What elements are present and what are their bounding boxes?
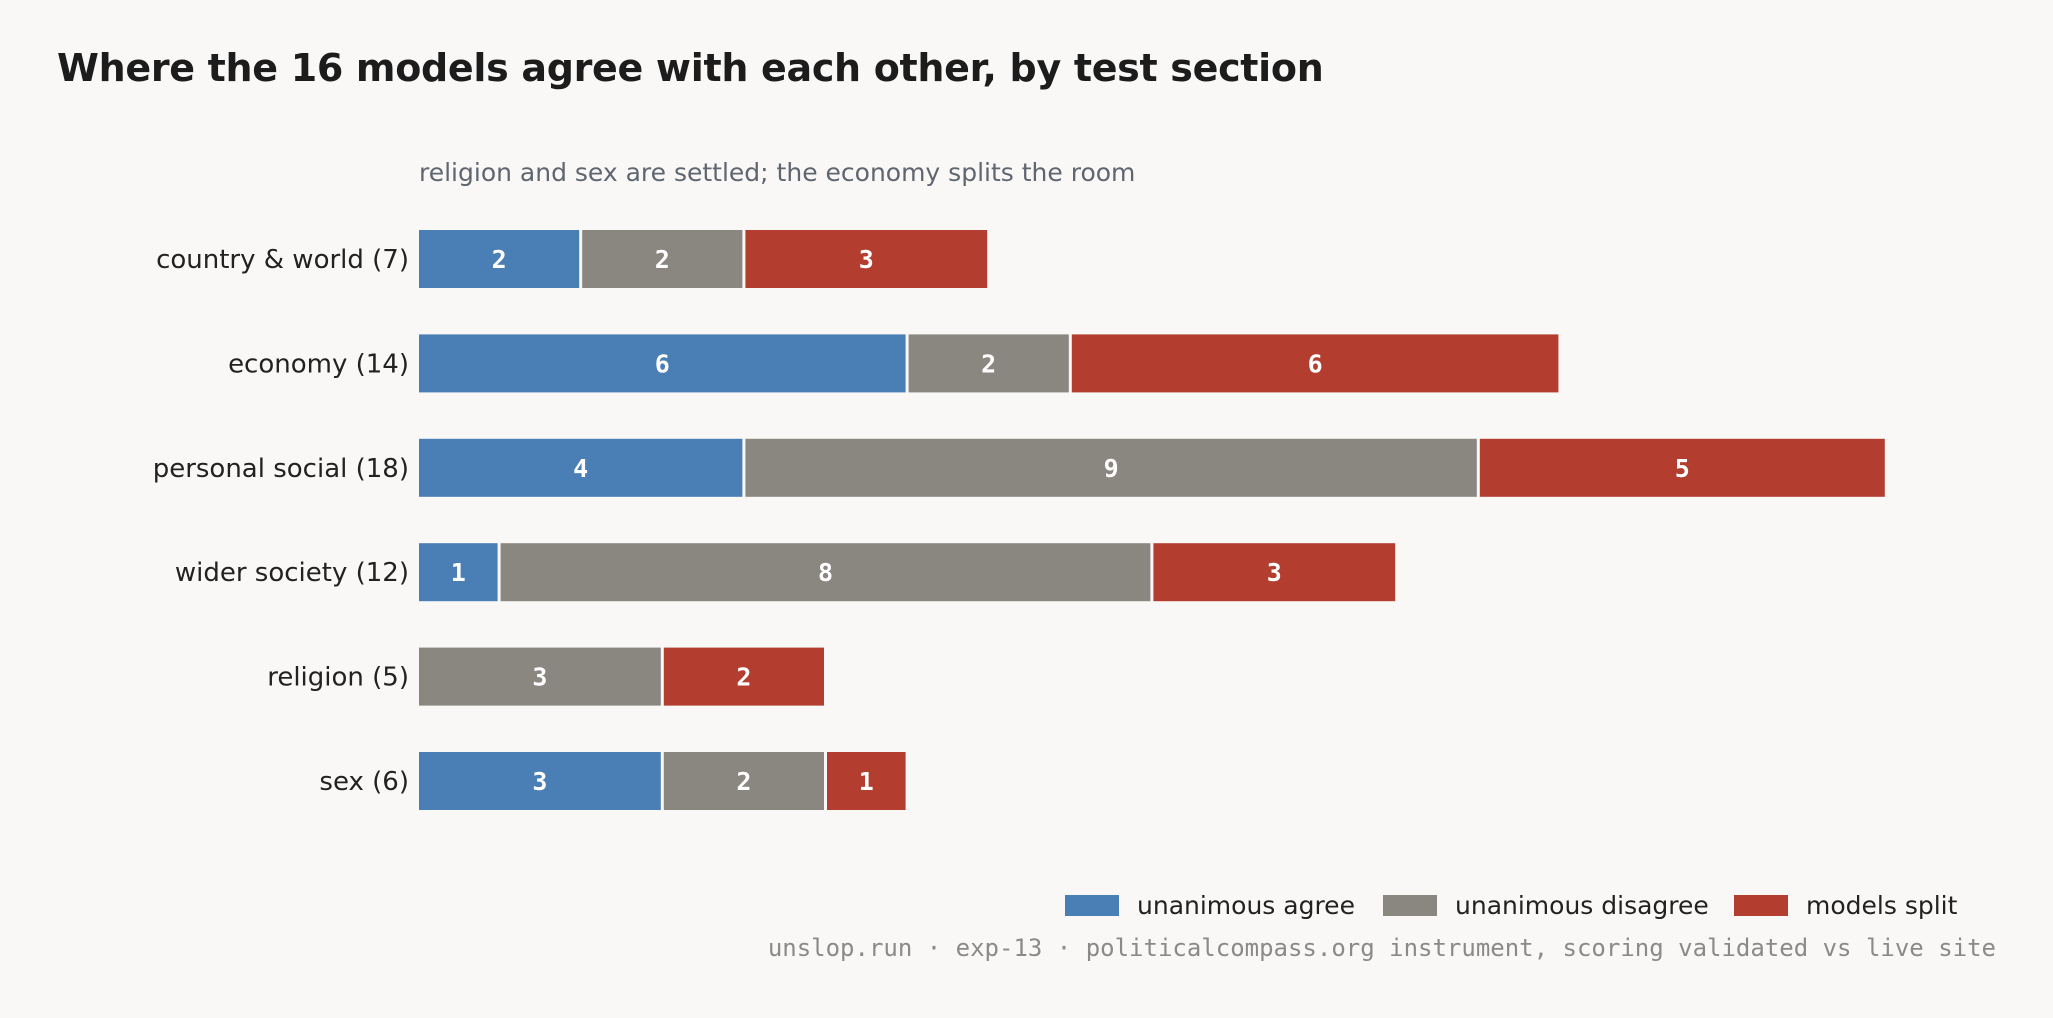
- source-footer: unslop.run · exp-13 · politicalcompass.o…: [767, 934, 1996, 962]
- bar-unanimous-disagree-personal-social-18: [745, 438, 1477, 497]
- category-label-religion-5: religion (5): [267, 663, 409, 693]
- bar-models-split-sex-6: [827, 752, 906, 810]
- bar-models-split-economy-14: [1071, 334, 1559, 393]
- bar-models-split-wider-society-12: [1153, 543, 1396, 602]
- bar-unanimous-agree-country-world-7: [419, 230, 580, 288]
- bar-models-split-religion-5: [663, 647, 824, 706]
- category-label-country-world-7: country & world (7): [156, 245, 409, 275]
- legend-label-unanimous-agree: unanimous agree: [1137, 891, 1355, 920]
- chart-subtitle: religion and sex are settled; the econom…: [419, 158, 1135, 187]
- legend-label-unanimous-disagree: unanimous disagree: [1455, 891, 1709, 920]
- data-label-models-split-personal-social-18: 5: [1675, 454, 1690, 483]
- legend-swatch-unanimous-disagree: [1383, 895, 1437, 916]
- bar-unanimous-disagree-economy-14: [908, 334, 1069, 393]
- bar-segments: 2 2 3 6 2 6 4 9 5 1 8 3 3 2 3 2 1: [419, 230, 1885, 810]
- data-label-unanimous-agree-economy-14: 6: [655, 349, 670, 378]
- data-label-unanimous-agree-country-world-7: 2: [492, 245, 507, 274]
- category-label-wider-society-12: wider society (12): [175, 558, 409, 588]
- bar-unanimous-agree-economy-14: [419, 334, 906, 393]
- bar-models-split-personal-social-18: [1479, 438, 1885, 497]
- data-label-models-split-sex-6: 1: [859, 767, 874, 796]
- data-label-models-split-religion-5: 2: [736, 663, 751, 692]
- data-label-unanimous-disagree-sex-6: 2: [736, 767, 751, 796]
- data-label-unanimous-agree-wider-society-12: 1: [451, 558, 466, 587]
- category-label-sex-6: sex (6): [319, 767, 409, 797]
- legend-swatch-unanimous-agree: [1065, 895, 1119, 916]
- data-label-unanimous-agree-sex-6: 3: [532, 767, 547, 796]
- category-labels: country & world (7) economy (14) personal …: [153, 245, 409, 797]
- data-label-unanimous-disagree-country-world-7: 2: [655, 245, 670, 274]
- bar-models-split-country-world-7: [745, 230, 988, 288]
- data-label-unanimous-disagree-religion-5: 3: [532, 663, 547, 692]
- bar-unanimous-agree-personal-social-18: [419, 438, 743, 497]
- data-label-models-split-economy-14: 6: [1308, 349, 1323, 378]
- bar-unanimous-disagree-sex-6: [663, 752, 824, 810]
- legend-swatch-models-split: [1734, 895, 1788, 916]
- category-label-economy-14: economy (14): [228, 349, 409, 379]
- data-label-unanimous-disagree-personal-social-18: 9: [1104, 454, 1119, 483]
- bar-unanimous-agree-wider-society-12: [419, 543, 498, 602]
- data-label-models-split-wider-society-12: 3: [1267, 558, 1282, 587]
- bar-unanimous-disagree-religion-5: [419, 647, 661, 706]
- bar-unanimous-disagree-wider-society-12: [500, 543, 1151, 602]
- chart-title: Where the 16 models agree with each othe…: [57, 46, 1324, 90]
- bar-unanimous-agree-sex-6: [419, 752, 661, 810]
- data-label-models-split-country-world-7: 3: [859, 245, 874, 274]
- data-label-unanimous-agree-personal-social-18: 4: [573, 454, 588, 483]
- bar-unanimous-disagree-country-world-7: [582, 230, 743, 288]
- legend-label-models-split: models split: [1806, 891, 1958, 920]
- legend: unanimous agree unanimous disagree models …: [1065, 891, 1958, 920]
- data-label-unanimous-disagree-wider-society-12: 8: [818, 558, 833, 587]
- data-label-unanimous-disagree-economy-14: 2: [981, 349, 996, 378]
- category-label-personal-social-18: personal social (18): [153, 454, 409, 484]
